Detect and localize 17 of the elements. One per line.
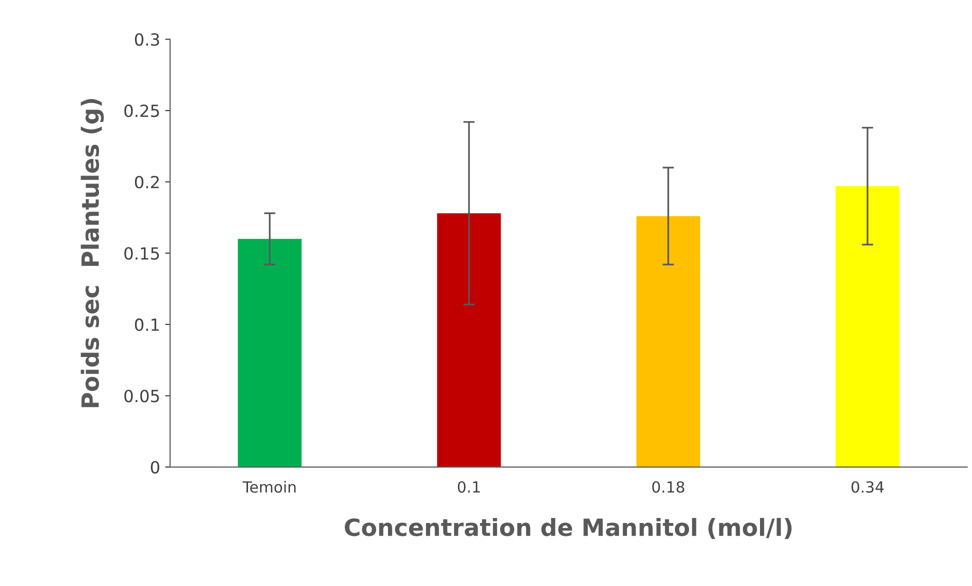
y-axis-title: Poids sec Plantules (g): [80, 98, 104, 408]
x-tick-label: 0.34: [852, 481, 884, 493]
x-tick-label: 0.18: [652, 481, 684, 493]
bar: [437, 213, 501, 468]
y-tick-label: 0.25: [124, 104, 159, 118]
y-tick-label: 0.15: [124, 247, 159, 260]
bar: [836, 186, 900, 468]
x-tick-label: Temoin: [242, 480, 296, 493]
x-tick-label: 0.1: [458, 481, 480, 493]
y-tick-label: 0.2: [134, 176, 159, 188]
y-tick-label: 0.05: [124, 390, 159, 402]
y-tick-label: 0.3: [134, 33, 160, 46]
y-tick-label: 0: [150, 461, 160, 474]
x-axis-title: Concentration de Mannitol (mol/l): [344, 518, 792, 539]
bar: [238, 238, 302, 468]
bar: [636, 216, 700, 468]
y-tick-label: 0.1: [134, 318, 159, 332]
